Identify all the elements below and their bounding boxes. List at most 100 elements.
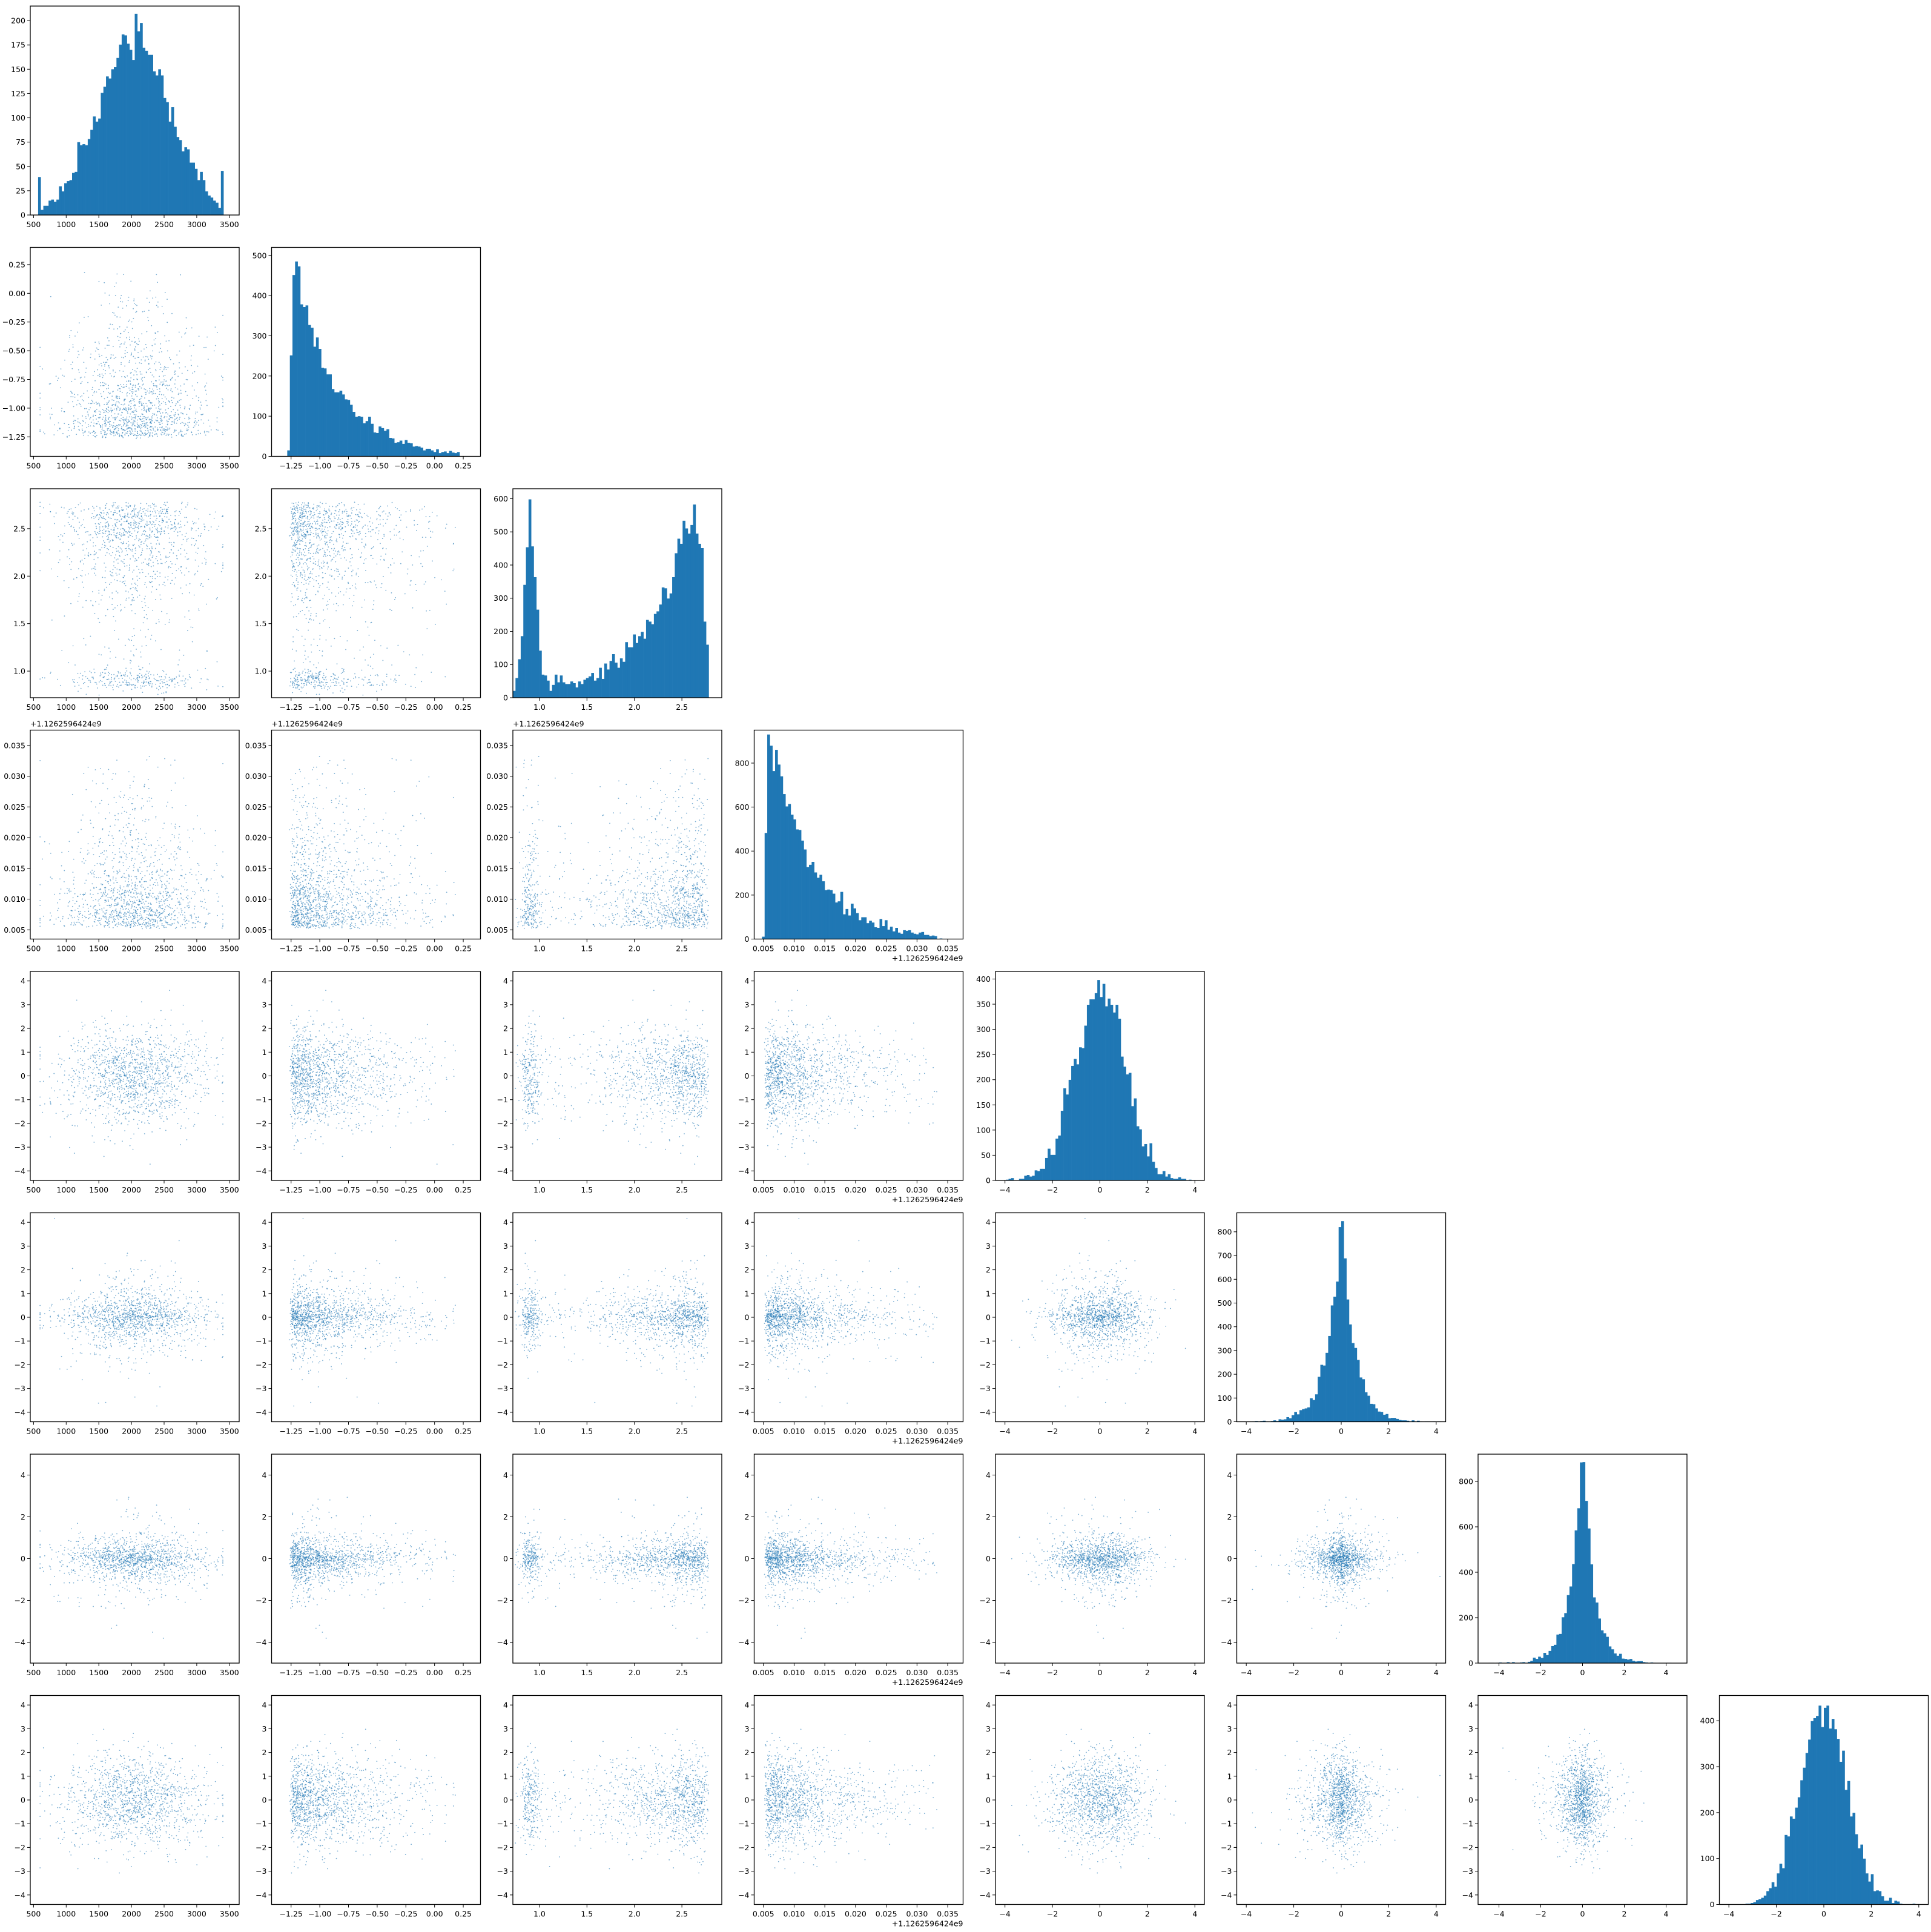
- scatter-point: [134, 429, 136, 430]
- scatter-point: [84, 408, 85, 409]
- scatter-point: [97, 375, 99, 376]
- scatter-point: [111, 434, 112, 435]
- scatter-point: [102, 385, 104, 386]
- hist-bar: [179, 140, 182, 215]
- scatter-point: [124, 434, 125, 435]
- scatter-point: [150, 409, 151, 410]
- scatter-point: [133, 422, 134, 423]
- scatter-point: [94, 380, 96, 382]
- scatter-point: [132, 393, 133, 394]
- scatter-point: [152, 374, 153, 375]
- scatter-point: [167, 422, 168, 423]
- scatter-point: [153, 393, 154, 394]
- scatter-point: [135, 304, 136, 305]
- hist-bar: [46, 206, 49, 215]
- scatter-point: [196, 412, 197, 413]
- scatter-point: [180, 407, 181, 408]
- scatter-point: [180, 399, 182, 400]
- scatter-point: [70, 330, 71, 331]
- scatter-point: [99, 281, 100, 282]
- scatter-point: [127, 425, 128, 426]
- scatter-point: [159, 369, 160, 370]
- scatter-point: [88, 431, 90, 432]
- scatter-point: [204, 432, 205, 434]
- hist-bar: [98, 119, 101, 215]
- scatter-point: [120, 333, 121, 334]
- scatter-point: [134, 303, 135, 304]
- scatter-point: [108, 345, 110, 346]
- scatter-point: [127, 411, 128, 412]
- scatter-point: [107, 402, 108, 403]
- scatter-point: [171, 411, 172, 412]
- scatter-point: [166, 399, 167, 400]
- scatter-point: [129, 360, 130, 362]
- scatter-point: [88, 414, 89, 415]
- scatter-point: [160, 420, 162, 422]
- scatter-point: [109, 421, 110, 422]
- scatter-point: [161, 403, 162, 404]
- scatter-point: [167, 420, 168, 421]
- scatter-point: [148, 432, 149, 433]
- scatter-point: [126, 347, 127, 348]
- scatter-point: [124, 331, 125, 332]
- scatter-point: [122, 405, 124, 406]
- hist-bar: [205, 191, 208, 215]
- scatter-point: [127, 395, 128, 397]
- scatter-point: [142, 433, 143, 434]
- scatter-point: [107, 429, 108, 431]
- scatter-point: [143, 426, 144, 427]
- scatter-point: [165, 380, 166, 382]
- scatter-point: [155, 338, 156, 339]
- scatter-point: [136, 438, 137, 439]
- hist-bar: [124, 35, 127, 215]
- scatter-point: [127, 412, 128, 414]
- scatter-point: [140, 398, 142, 399]
- scatter-point: [95, 410, 96, 411]
- scatter-point: [130, 400, 131, 402]
- scatter-point: [85, 431, 86, 432]
- scatter-point: [82, 349, 84, 351]
- scatter-point: [106, 408, 107, 409]
- scatter-point: [119, 396, 120, 397]
- scatter-point: [138, 388, 139, 389]
- scatter-point: [69, 335, 70, 336]
- scatter-point: [139, 399, 140, 400]
- scatter-point: [102, 382, 104, 383]
- scatter-point: [105, 437, 107, 438]
- scatter-point: [189, 409, 190, 410]
- scatter-point: [152, 432, 153, 434]
- scatter-point: [184, 334, 185, 335]
- scatter-point: [190, 346, 191, 347]
- scatter-point: [122, 392, 123, 393]
- scatter-point: [141, 374, 142, 375]
- scatter-point: [143, 416, 144, 417]
- scatter-point: [124, 409, 125, 410]
- scatter-point: [119, 435, 120, 436]
- scatter-point: [140, 388, 142, 389]
- scatter-point: [162, 306, 163, 307]
- scatter-point: [115, 434, 116, 435]
- scatter-point: [152, 394, 153, 395]
- scatter-point: [155, 369, 156, 370]
- scatter-point: [90, 403, 91, 404]
- scatter-point: [106, 425, 107, 426]
- scatter-point: [112, 324, 113, 325]
- scatter-point: [119, 326, 120, 328]
- scatter-point: [101, 396, 102, 397]
- scatter-point: [82, 415, 83, 417]
- scatter-point: [102, 428, 103, 429]
- scatter-point: [81, 406, 82, 407]
- scatter-point: [162, 429, 163, 431]
- hist-bar: [67, 181, 70, 215]
- scatter-point: [120, 391, 121, 392]
- scatter-point: [96, 391, 97, 392]
- scatter-point: [185, 424, 186, 425]
- scatter-point: [161, 434, 162, 435]
- scatter-point: [144, 388, 145, 389]
- scatter-point: [136, 305, 137, 306]
- scatter-point: [139, 418, 140, 420]
- scatter-point: [118, 402, 119, 403]
- scatter-point: [79, 322, 80, 323]
- scatter-point: [156, 386, 157, 388]
- scatter-point: [101, 433, 102, 434]
